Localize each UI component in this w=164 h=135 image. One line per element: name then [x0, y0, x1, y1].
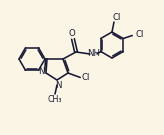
Text: Cl: Cl — [81, 73, 89, 82]
Text: Cl: Cl — [113, 13, 121, 21]
Text: N: N — [38, 68, 44, 77]
Text: Cl: Cl — [135, 30, 144, 39]
Text: O: O — [69, 30, 75, 38]
Text: N: N — [55, 80, 61, 90]
Text: NH: NH — [88, 49, 101, 58]
Text: CH₃: CH₃ — [48, 94, 62, 104]
